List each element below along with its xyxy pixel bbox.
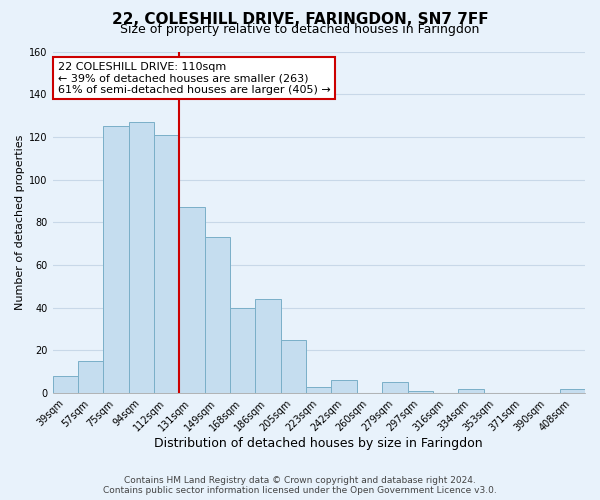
Bar [179,208,205,393]
Bar [306,386,331,393]
X-axis label: Distribution of detached houses by size in Faringdon: Distribution of detached houses by size … [154,437,483,450]
Bar [331,380,357,393]
Bar [256,299,281,393]
Text: Contains HM Land Registry data © Crown copyright and database right 2024.
Contai: Contains HM Land Registry data © Crown c… [103,476,497,495]
Bar [154,135,179,393]
Bar [458,389,484,393]
Bar [281,340,306,393]
Text: Size of property relative to detached houses in Faringdon: Size of property relative to detached ho… [121,22,479,36]
Text: 22 COLESHILL DRIVE: 110sqm
← 39% of detached houses are smaller (263)
61% of sem: 22 COLESHILL DRIVE: 110sqm ← 39% of deta… [58,62,331,95]
Bar [103,126,128,393]
Bar [230,308,256,393]
Bar [407,391,433,393]
Bar [78,361,103,393]
Bar [205,237,230,393]
Text: 22, COLESHILL DRIVE, FARINGDON, SN7 7FF: 22, COLESHILL DRIVE, FARINGDON, SN7 7FF [112,12,488,28]
Y-axis label: Number of detached properties: Number of detached properties [15,134,25,310]
Bar [382,382,407,393]
Bar [53,376,78,393]
Bar [128,122,154,393]
Bar [560,389,585,393]
